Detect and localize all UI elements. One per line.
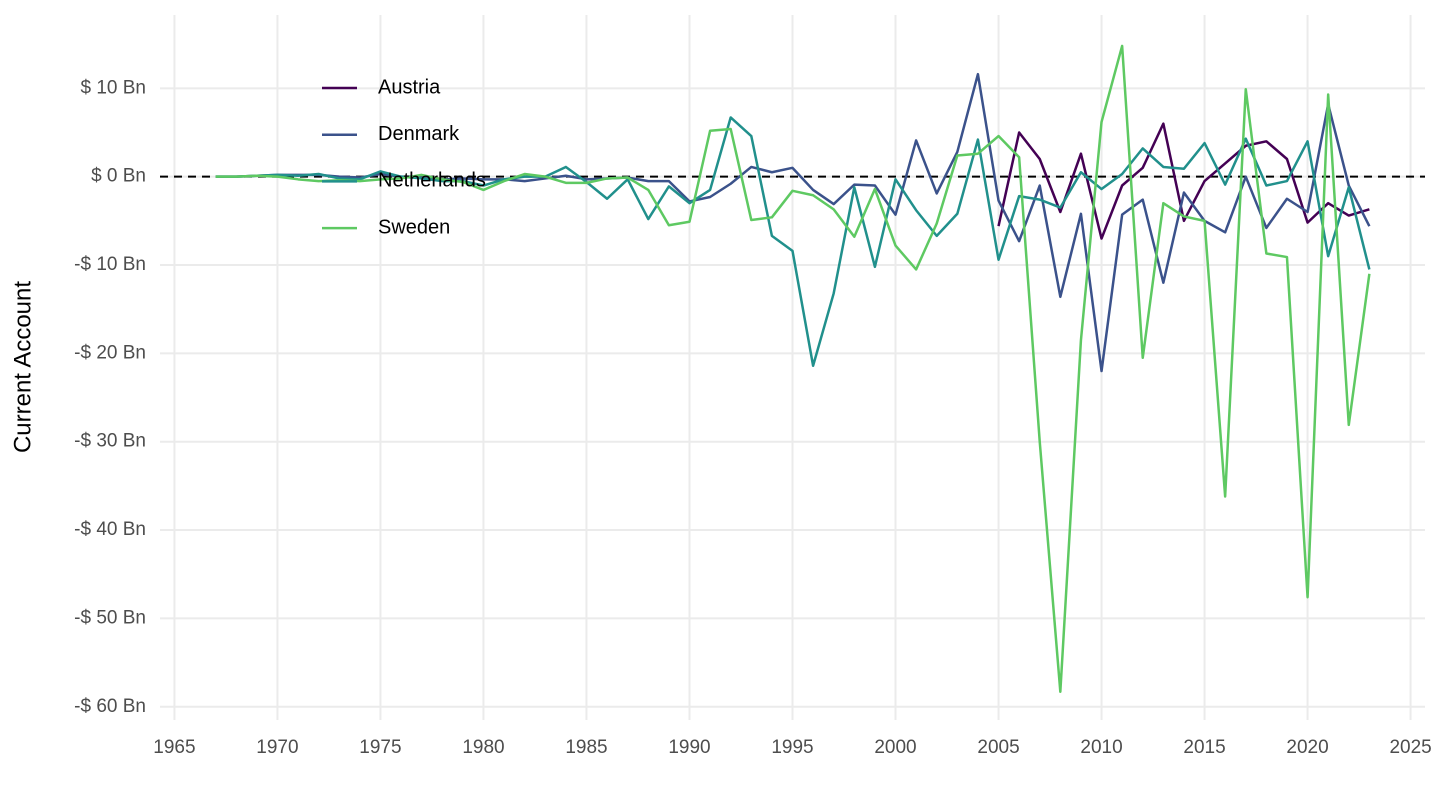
y-tick-label: -$ 10 Bn xyxy=(74,254,146,275)
legend-label: Denmark xyxy=(378,123,460,145)
x-tick-label: 2015 xyxy=(1183,737,1225,758)
y-axis-title: Current Account xyxy=(9,281,36,453)
series-line xyxy=(215,44,1371,693)
x-tick-label: 1990 xyxy=(668,737,710,758)
legend-item: Netherlands xyxy=(322,170,486,192)
x-tick-label: 1995 xyxy=(771,737,813,758)
x-tick-label: 1980 xyxy=(462,737,504,758)
y-tick-label: $ 10 Bn xyxy=(81,77,147,98)
legend-label: Netherlands xyxy=(378,170,486,192)
x-tick-label: 2020 xyxy=(1286,737,1328,758)
x-tick-label: 1975 xyxy=(359,737,401,758)
y-tick-label: -$ 20 Bn xyxy=(74,342,146,363)
x-tick-label: 2000 xyxy=(874,737,916,758)
legend-label: Austria xyxy=(378,76,441,98)
x-tick-label: 2005 xyxy=(977,737,1019,758)
series-line xyxy=(997,122,1370,240)
legend-label: Sweden xyxy=(378,216,450,238)
x-tick-label: 1985 xyxy=(565,737,607,758)
y-tick-label: -$ 50 Bn xyxy=(74,607,146,628)
legend-item: Sweden xyxy=(322,216,450,238)
y-tick-label: -$ 40 Bn xyxy=(74,519,146,540)
x-tick-label: 1965 xyxy=(153,737,195,758)
y-tick-label: -$ 60 Bn xyxy=(74,696,146,717)
y-tick-label: $ 0 Bn xyxy=(91,166,146,187)
x-tick-label: 1970 xyxy=(256,737,298,758)
x-tick-label: 2010 xyxy=(1080,737,1122,758)
x-tick-label: 2025 xyxy=(1389,737,1431,758)
y-tick-label: -$ 30 Bn xyxy=(74,431,146,452)
legend-item: Denmark xyxy=(322,123,460,145)
legend-item: Austria xyxy=(322,76,441,98)
